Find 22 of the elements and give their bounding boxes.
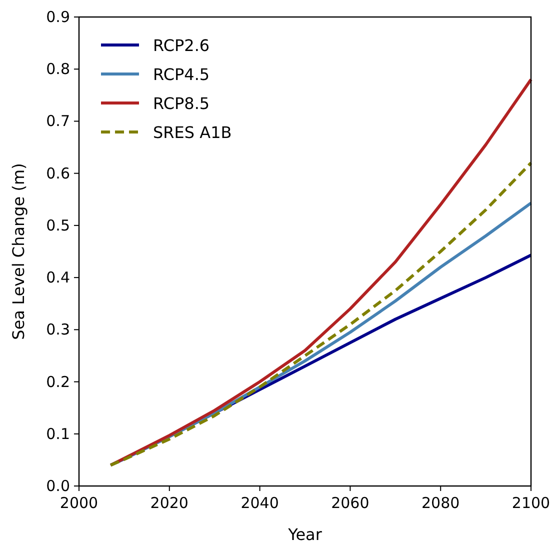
- y-tick-label: 0.1: [46, 424, 70, 443]
- legend-label: SRES A1B: [153, 123, 232, 142]
- y-tick-label: 0.6: [46, 164, 70, 182]
- y-tick-label: 0.0: [46, 477, 70, 495]
- y-tick-label: 0.7: [46, 112, 70, 130]
- x-tick-label: 2000: [60, 494, 98, 512]
- y-tick-label: 0.9: [46, 8, 70, 26]
- y-tick-label: 0.8: [46, 60, 70, 78]
- y-axis-title: Sea Level Change (m): [9, 163, 28, 340]
- x-tick-label: 2080: [422, 494, 460, 512]
- x-tick-label: 2060: [331, 494, 370, 512]
- legend-label: RCP8.5: [153, 94, 210, 113]
- y-tick-label: 0.2: [46, 372, 70, 391]
- x-axis-title: Year: [287, 525, 322, 544]
- legend-label: RCP4.5: [153, 65, 210, 84]
- y-tick-label: 0.4: [46, 268, 70, 287]
- legend-label: RCP2.6: [153, 36, 210, 55]
- x-tick-label: 2100: [512, 494, 550, 512]
- y-tick-label: 0.5: [46, 216, 70, 234]
- y-tick-label: 0.3: [46, 320, 70, 339]
- x-tick-label: 2040: [240, 494, 279, 512]
- x-tick-label: 2020: [150, 494, 188, 512]
